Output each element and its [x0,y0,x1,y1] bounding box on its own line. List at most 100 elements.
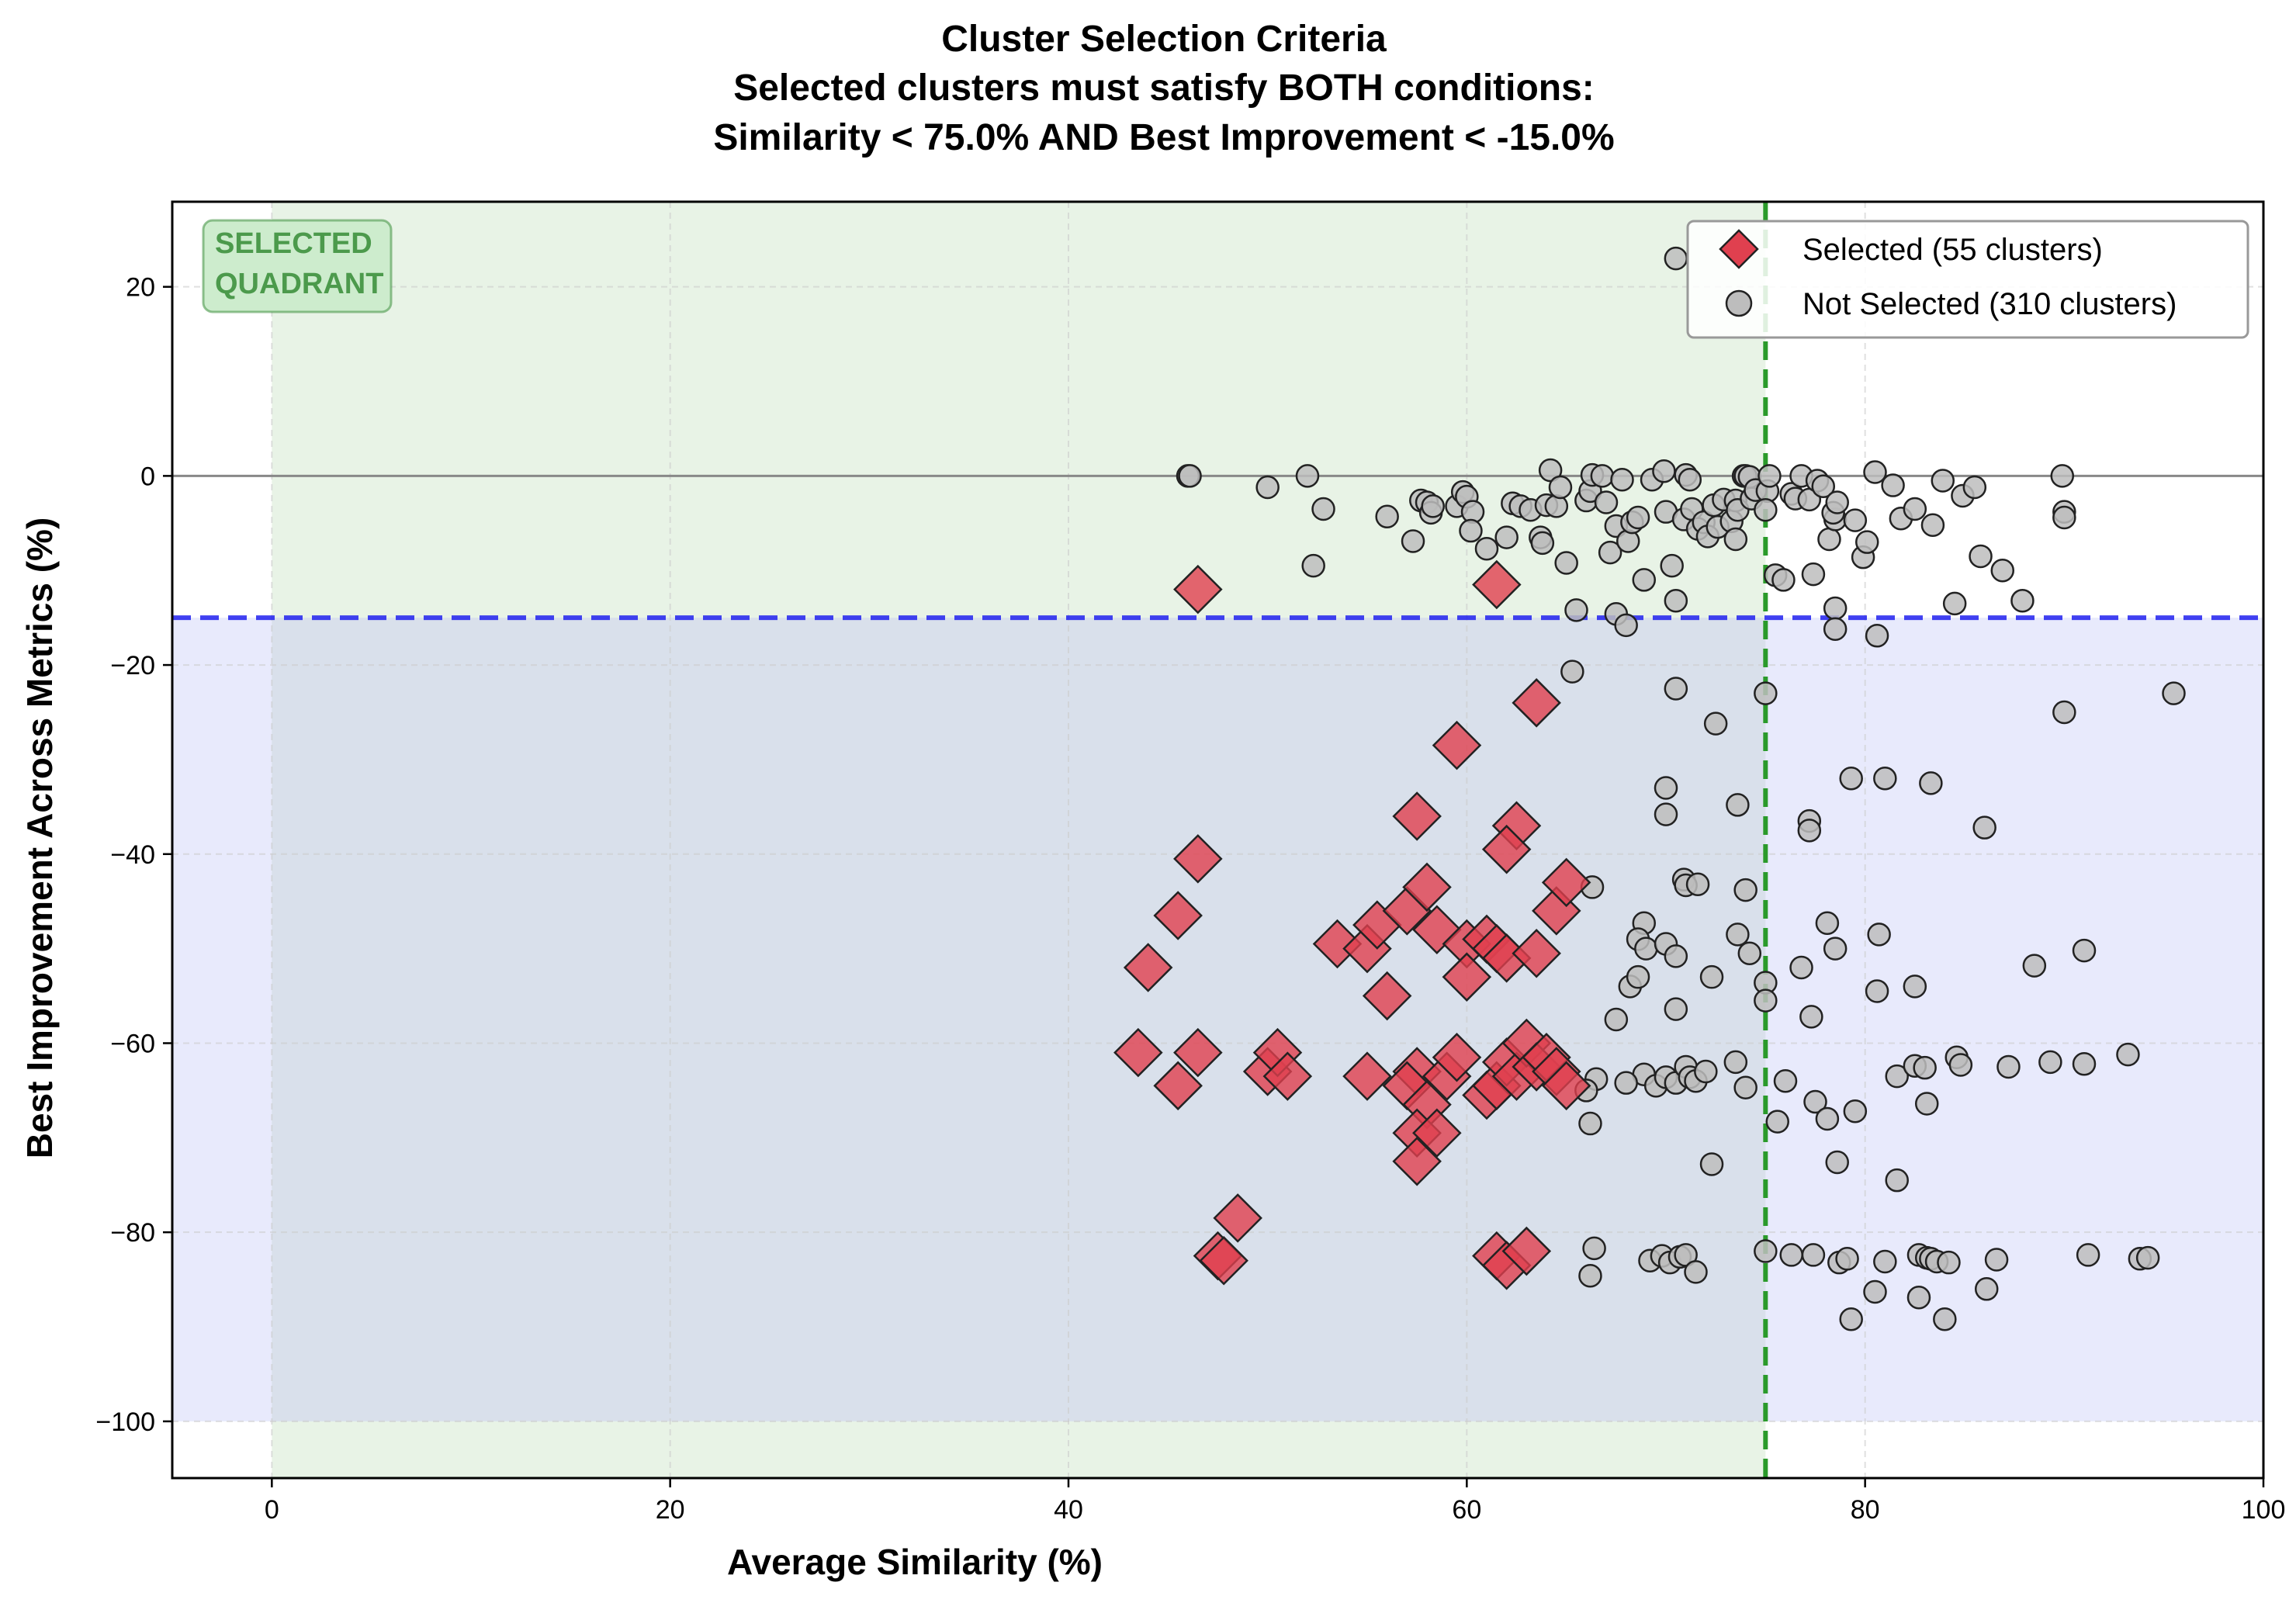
selected-point-54 [1501,1226,1552,1276]
not-selected-point-30 [1564,598,1588,622]
grid-lines [172,202,2264,1478]
selected-point-49 [1213,1193,1262,1243]
not-selected-point-204 [1974,1277,1999,1301]
not-selected-point-189 [1754,1239,1778,1263]
not-selected-point-49 [1660,553,1684,578]
not-selected-point-175 [1578,1111,1602,1136]
not-selected-point-31 [1560,660,1584,684]
not-selected-point-71 [1754,497,1778,522]
not-selected-point-193 [1835,1247,1859,1271]
not-selected-point-177 [1699,1152,1724,1176]
not-selected-point-74 [1771,568,1796,592]
not-selected-point-42 [1616,529,1640,553]
selected-point-1 [1472,559,1522,610]
not-selected-point-18 [1474,536,1499,561]
not-selected-point-36 [1594,490,1619,514]
not-selected-point-182 [1578,1263,1602,1288]
quadrant-label-line-1: SELECTED [215,227,372,260]
selected-point-6 [1481,824,1532,874]
selected-point-47 [1412,1108,1462,1158]
not-selected-point-4 [1295,464,1320,488]
not-selected-point-108 [1703,711,1728,736]
not-selected-point-158 [1723,1050,1748,1075]
not-selected-point-181 [1582,1236,1606,1261]
not-selected-point-157 [1694,1059,1718,1084]
not-selected-point-161 [1803,1089,1827,1114]
not-selected-point-103 [2052,505,2076,530]
threshold-regions [172,202,2263,1478]
selected-point-14 [1402,862,1452,912]
legend-selected-label: Selected (55 clusters) [1803,233,2103,267]
axes-frame [171,200,2265,1480]
legend-not-selected-marker [1725,289,1753,317]
selected-point-8 [1153,891,1203,940]
not-selected-point-148 [1865,979,1889,1003]
selected-point-25 [1113,1027,1163,1078]
selected-point-0 [1173,564,1223,615]
not-selected-point-120 [1972,815,1996,840]
not-selected-point-147 [1799,1005,1823,1029]
selected-point-45 [1541,1061,1591,1111]
not-selected-point-208 [2135,1245,2160,1270]
not-selected-point-162 [1815,1106,1840,1131]
not-selected-point-24 [1530,531,1555,556]
not-selected-point-164 [1885,1064,1909,1089]
not-selected-point-179 [1825,1150,1849,1175]
x-tick-label-3: 60 [1452,1495,1481,1525]
not-selected-point-146 [1699,964,1724,989]
y-tick-label-4: −60 [110,1029,155,1058]
not-selected-point-113 [1654,802,1678,826]
not-selected-point-27 [1544,494,1569,518]
not-selected-point-169 [1948,1053,1973,1077]
not-selected-point-109 [1754,681,1778,705]
not-selected-point-125 [1733,878,1757,902]
y-tick-label-0: 20 [126,273,155,303]
not-selected-point-86 [1843,508,1868,532]
x-tick-label-0: 0 [265,1495,279,1525]
not-selected-point-166 [1913,1055,1937,1080]
not-selected-point-130 [1664,944,1688,968]
legend-selected-marker [1719,229,1759,269]
not-selected-point-159 [1733,1075,1757,1100]
selected-overlap-region [272,618,1766,1421]
legend: Selected (55 clusters) Not Selected (310… [1686,220,2249,339]
not-selected-point-100 [2010,588,2035,613]
selected-point-2 [1432,720,1482,770]
not-selected-point-19 [1494,525,1519,549]
not-selected-point-104 [1823,596,1848,621]
not-selected-point-97 [1962,475,1987,500]
selected-point-23 [1362,971,1412,1021]
not-selected-point-171 [2038,1050,2062,1075]
not-selected-point-37 [1598,540,1622,565]
chart-title-line-2: Selected clusters must satisfy BOTH cond… [733,68,1595,109]
not-selected-point-44 [1626,505,1650,530]
not-selected-point-82 [1817,527,1841,552]
quadrant-label-line-2: QUADRANT [215,268,383,300]
not-selected-point-116 [1797,819,1822,843]
not-selected-point-118 [1873,767,1897,791]
not-selected-point-202 [1933,1307,1957,1331]
legend-not-selected-label: Not Selected (310 clusters) [1803,287,2177,321]
y-axis-ticks: 20 0 −20 −40 −60 −80 −100 [95,273,172,1437]
not-selected-point-137 [1823,937,1848,961]
not-selected-point-101 [2050,464,2075,488]
reference-lines [172,202,2263,1478]
not-selected-point-119 [1919,771,1943,795]
not-selected-point-131 [1726,923,1750,947]
not-selected-point-173 [2116,1042,2140,1067]
not-selected-point-35 [1590,464,1615,488]
not-selected-point-117 [1839,767,1863,791]
not-selected-point-163 [1843,1099,1868,1123]
not-selected-point-94 [1931,469,1955,493]
not-selected-point-98 [1969,544,1993,569]
not-selected-point-72 [1757,464,1782,488]
y-tick-label-5: −80 [110,1218,155,1248]
not-selected-point-139 [1903,975,1927,999]
legend-box [1686,220,2249,339]
selected-point-22 [1541,857,1591,908]
selected-point-4 [1392,791,1442,841]
not-selected-point-132 [1737,941,1762,965]
not-selected-point-2 [1178,464,1202,488]
